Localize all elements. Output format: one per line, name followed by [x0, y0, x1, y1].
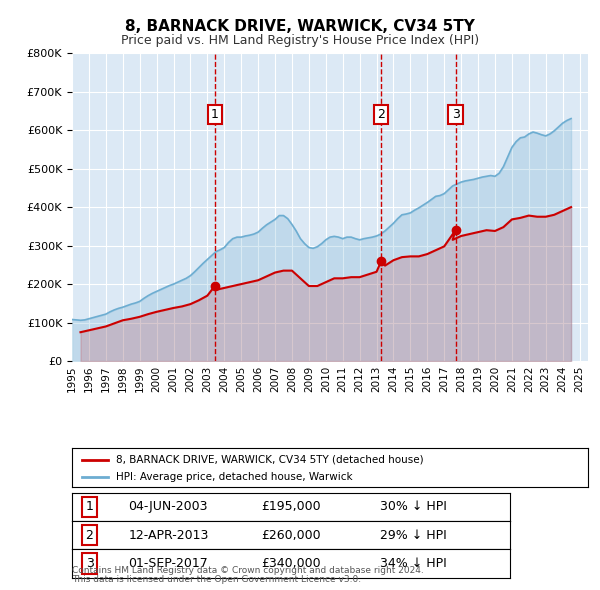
- Text: HPI: Average price, detached house, Warwick: HPI: Average price, detached house, Warw…: [116, 472, 352, 482]
- Text: 29% ↓ HPI: 29% ↓ HPI: [380, 529, 447, 542]
- Text: Contains HM Land Registry data © Crown copyright and database right 2024.: Contains HM Land Registry data © Crown c…: [72, 566, 424, 575]
- Text: 3: 3: [86, 557, 94, 570]
- Text: 04-JUN-2003: 04-JUN-2003: [128, 500, 208, 513]
- Text: 8, BARNACK DRIVE, WARWICK, CV34 5TY (detached house): 8, BARNACK DRIVE, WARWICK, CV34 5TY (det…: [116, 455, 424, 465]
- Text: £195,000: £195,000: [261, 500, 321, 513]
- Text: 1: 1: [86, 500, 94, 513]
- Text: 12-APR-2013: 12-APR-2013: [128, 529, 209, 542]
- Text: This data is licensed under the Open Government Licence v3.0.: This data is licensed under the Open Gov…: [72, 575, 361, 584]
- Text: 1: 1: [211, 108, 219, 121]
- Text: 8, BARNACK DRIVE, WARWICK, CV34 5TY: 8, BARNACK DRIVE, WARWICK, CV34 5TY: [125, 19, 475, 34]
- Text: 2: 2: [86, 529, 94, 542]
- Text: £260,000: £260,000: [261, 529, 321, 542]
- Text: 3: 3: [452, 108, 460, 121]
- Text: 2: 2: [377, 108, 385, 121]
- Text: Price paid vs. HM Land Registry's House Price Index (HPI): Price paid vs. HM Land Registry's House …: [121, 34, 479, 47]
- Text: £340,000: £340,000: [261, 557, 321, 570]
- Text: 01-SEP-2017: 01-SEP-2017: [128, 557, 208, 570]
- Text: 34% ↓ HPI: 34% ↓ HPI: [380, 557, 447, 570]
- Text: 30% ↓ HPI: 30% ↓ HPI: [380, 500, 447, 513]
